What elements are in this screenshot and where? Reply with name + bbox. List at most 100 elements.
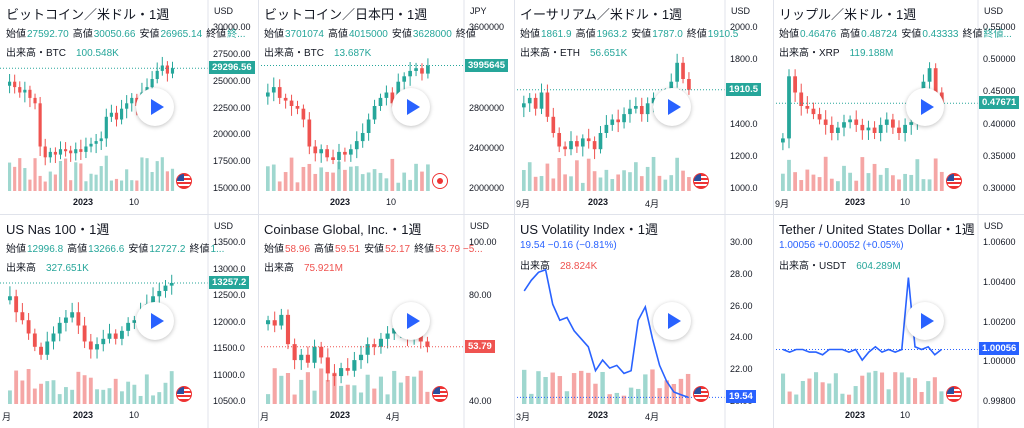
ohlc-label: 始値 [264, 29, 284, 40]
volume-bar [301, 166, 306, 191]
play-button[interactable] [906, 87, 944, 126]
price-chart[interactable] [514, 215, 773, 428]
y-axis-tick: 0.45000 [983, 86, 1016, 97]
play-button[interactable] [392, 87, 430, 126]
chart-panel-nas100[interactable]: US Nas 100・1週 始値12996.8 高値13266.6 安値12727.2… [0, 215, 258, 428]
volume-bar [592, 171, 597, 191]
chart-title[interactable]: イーサリアム／米ドル・1週 [520, 7, 683, 22]
volume-row: 出来高・ETH 56.651K [520, 44, 627, 59]
price-chart[interactable] [773, 215, 1024, 428]
candle-body [639, 106, 644, 115]
chart-panel-coin[interactable]: Coinbase Global, Inc.・1週始値58.96 高値59.51 安値… [258, 215, 514, 428]
line-value: 19.54 −0.16 (−0.81%) [520, 240, 617, 251]
ohlc-row: 始値58.96 高値59.51 安値52.17 終値53.79 −5... [264, 240, 487, 255]
ohlc-label: 高値 [840, 29, 861, 40]
play-button[interactable] [392, 301, 430, 340]
volume-bar [358, 392, 364, 404]
candle-body [130, 97, 134, 104]
candle-body [557, 133, 562, 147]
chart-title[interactable]: ビットコイン／米ドル・1週 [6, 7, 170, 22]
candle-body [360, 133, 365, 142]
candle-body [817, 114, 822, 120]
candle-body [854, 119, 859, 125]
volume-bar [622, 170, 626, 191]
volume-bar [817, 177, 822, 191]
volume-bar [48, 171, 52, 191]
axis-unit-label: USD [470, 221, 490, 231]
volume-bar [675, 157, 679, 191]
chart-panel-xrpusd[interactable]: リップル／米ドル・1週 始値0.46476 高値0.48724 安値0.43333 終値… [773, 0, 1024, 215]
candle-body [891, 119, 895, 128]
volume-bar [79, 163, 83, 191]
ohlc-label: 終値 [962, 29, 983, 40]
axis-unit-label: USD [984, 221, 1004, 231]
chart-title[interactable]: リップル／米ドル・1週 [779, 7, 917, 22]
candle-body [848, 119, 853, 123]
volume-bar [571, 373, 577, 404]
candle-body [292, 344, 297, 361]
y-axis-tick: 0.35000 [983, 150, 1016, 161]
volume-bar [685, 373, 691, 404]
candle-body [101, 338, 106, 345]
ohlc-label: 高値 [67, 244, 88, 255]
play-button[interactable] [906, 301, 944, 340]
x-axis-tick: 2023 [330, 410, 351, 420]
volume-bar [305, 372, 310, 404]
play-button[interactable] [653, 87, 691, 126]
candle-body [823, 119, 828, 125]
ohlc-value: 59.51 [335, 244, 361, 255]
candle-body [120, 108, 124, 120]
y-axis-tick: 22.00 [730, 364, 753, 375]
candle-body [339, 368, 344, 377]
chart-panel-ethusd[interactable]: イーサリアム／米ドル・1週始値1861.9 高値1963.2 安値1787.0 終値1… [514, 0, 773, 215]
axis-unit-label: USD [984, 6, 1004, 16]
volume-bar [45, 381, 50, 404]
chart-title[interactable]: Coinbase Global, Inc.・1週 [264, 222, 422, 237]
candle-body [681, 62, 685, 79]
chart-title[interactable]: US Nas 100・1週 [6, 222, 110, 237]
ohlc-row: 始値1861.9 高値1963.2 安値1787.0 終値1910.5 [520, 25, 742, 40]
candle-body [20, 312, 25, 321]
candle-body [301, 108, 306, 120]
price-chart[interactable] [0, 215, 258, 428]
volume-bar [157, 392, 162, 404]
chart-panel-btcjpy[interactable]: ビットコイン／日本円・1週 始値3701074 高値4015000 安値3628000… [258, 0, 514, 215]
candle-body [378, 338, 383, 347]
chart-panel-usdt[interactable]: Tether / United States Dollar・1週 1.00056 … [773, 215, 1024, 428]
y-axis-tick: 2000.0 [730, 22, 758, 32]
x-axis-tick: 2023 [73, 197, 94, 207]
volume-bar [671, 383, 677, 404]
ohlc-value: 12996.8 [27, 244, 64, 255]
volume-bar [352, 385, 357, 404]
volume-bar [8, 390, 12, 404]
price-chart[interactable] [514, 0, 773, 215]
candle-body [89, 143, 93, 147]
volume-bar [76, 371, 81, 404]
ohlc-value: 30050.66 [93, 29, 136, 40]
chart-title[interactable]: Tether / United States Dollar・1週 [779, 222, 975, 237]
volume-label: 出来高 [6, 263, 36, 274]
candle-body [157, 290, 162, 297]
japan-flag-icon [432, 173, 448, 189]
candle-body [151, 296, 155, 305]
chart-panel-vix[interactable]: US Volatility Index・1週 19.54 −0.16 (−0.81… [514, 215, 773, 428]
candle-body [787, 76, 791, 139]
price-chart[interactable] [258, 215, 514, 428]
chart-title[interactable]: ビットコイン／日本円・1週 [264, 7, 428, 22]
volume-bar [893, 372, 898, 404]
play-button[interactable] [653, 301, 691, 340]
price-chart[interactable] [0, 0, 258, 215]
volume-bar [616, 174, 621, 191]
volume-bar [536, 371, 541, 404]
volume-bar [604, 169, 609, 191]
ohlc-value: 12727.2 [149, 244, 186, 255]
chart-panel-btcusd[interactable]: ビットコイン／米ドル・1週 始値27592.70 高値30050.66 安値26965… [0, 0, 258, 215]
volume-value: 100.548K [76, 48, 119, 59]
play-button[interactable] [136, 87, 174, 126]
volume-bar [332, 372, 337, 404]
play-button[interactable] [136, 301, 174, 340]
volume-bar [18, 158, 22, 191]
last-price-tag: 3995645 [465, 58, 508, 72]
volume-bar [70, 389, 75, 404]
chart-title[interactable]: US Volatility Index・1週 [520, 222, 659, 237]
